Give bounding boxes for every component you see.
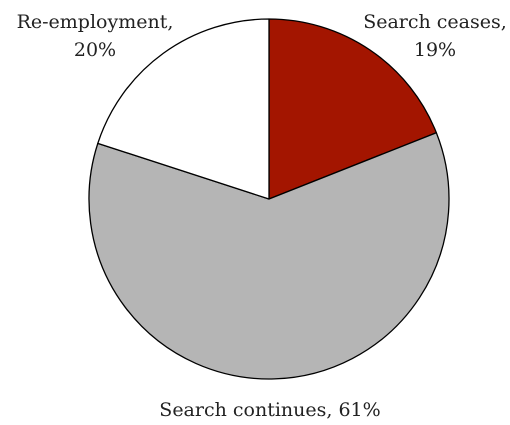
pie-slice-re-employment xyxy=(97,18,270,200)
slice-label-search-ceases: Search ceases, xyxy=(363,11,507,33)
slice-value-search-ceases: 19% xyxy=(414,39,456,61)
pie-slices xyxy=(88,18,450,380)
pie-slice-search-ceases xyxy=(268,18,438,200)
slice-value-re-employment: 20% xyxy=(74,39,116,61)
pie-slice-search-continues xyxy=(88,132,450,380)
slice-label-search-continues: Search continues, 61% xyxy=(159,399,380,421)
slice-label-re-employment: Re-employment, xyxy=(17,11,174,33)
